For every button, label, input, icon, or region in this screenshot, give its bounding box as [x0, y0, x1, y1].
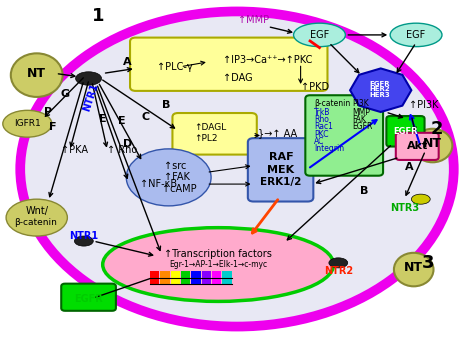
Text: F: F — [48, 122, 56, 132]
Ellipse shape — [411, 194, 430, 204]
Text: PI3K: PI3K — [353, 99, 369, 108]
FancyBboxPatch shape — [305, 95, 383, 176]
Text: Akt: Akt — [407, 141, 428, 151]
Ellipse shape — [6, 199, 67, 236]
Text: FAK: FAK — [353, 115, 366, 124]
FancyBboxPatch shape — [181, 271, 191, 285]
Text: HER2: HER2 — [369, 86, 390, 92]
Text: ↑DAG: ↑DAG — [223, 73, 253, 83]
Text: Rho: Rho — [314, 115, 328, 124]
Text: AC: AC — [314, 137, 324, 146]
Ellipse shape — [413, 129, 452, 162]
Text: C: C — [141, 112, 149, 122]
FancyBboxPatch shape — [173, 113, 257, 154]
Text: NTR2: NTR2 — [324, 266, 353, 276]
Text: NT: NT — [27, 67, 46, 80]
Text: EGFR: EGFR — [369, 80, 390, 87]
Text: 3: 3 — [421, 254, 434, 272]
FancyBboxPatch shape — [171, 271, 180, 285]
Ellipse shape — [329, 258, 348, 268]
Ellipse shape — [103, 228, 334, 301]
Text: ↑FAK: ↑FAK — [164, 172, 190, 183]
Ellipse shape — [11, 53, 63, 97]
Text: Integrin: Integrin — [314, 144, 344, 153]
FancyBboxPatch shape — [150, 271, 159, 285]
Text: NT: NT — [404, 261, 423, 274]
Ellipse shape — [126, 149, 211, 206]
Text: ↑PKD: ↑PKD — [301, 82, 329, 92]
Text: A: A — [405, 162, 413, 172]
FancyBboxPatch shape — [222, 271, 232, 285]
Text: E: E — [118, 116, 125, 126]
Text: EGFR: EGFR — [74, 294, 103, 304]
Text: Wnt/: Wnt/ — [25, 206, 48, 216]
Text: A: A — [123, 57, 132, 67]
Text: NTR1: NTR1 — [82, 81, 100, 112]
Text: ↑PLC-γ: ↑PLC-γ — [157, 62, 192, 72]
Text: HER3: HER3 — [369, 92, 390, 98]
Text: Egr-1→AP-1→Elk-1→c-myc: Egr-1→AP-1→Elk-1→c-myc — [169, 260, 267, 269]
Text: MEK: MEK — [267, 165, 294, 175]
Text: ↑DAGL: ↑DAGL — [195, 123, 227, 131]
Ellipse shape — [3, 110, 52, 137]
Text: TrkB: TrkB — [314, 107, 330, 117]
Text: Rac1: Rac1 — [314, 122, 333, 131]
Text: IGFR1: IGFR1 — [14, 119, 41, 127]
Text: NTR3: NTR3 — [390, 202, 419, 213]
FancyBboxPatch shape — [396, 133, 438, 160]
Ellipse shape — [76, 72, 101, 85]
Text: ↑PI3K: ↑PI3K — [409, 100, 438, 110]
Text: ERK1/2: ERK1/2 — [260, 177, 301, 187]
FancyBboxPatch shape — [212, 271, 221, 285]
Text: ↑MMP: ↑MMP — [238, 15, 269, 25]
Text: NT: NT — [423, 137, 442, 150]
Text: B: B — [360, 186, 368, 196]
Text: ↑IP3→Ca⁺⁺→↑PKC: ↑IP3→Ca⁺⁺→↑PKC — [223, 55, 312, 65]
Text: PKC: PKC — [314, 130, 328, 139]
Text: EGFR: EGFR — [353, 122, 373, 131]
Text: }→↑ AA: }→↑ AA — [258, 128, 297, 138]
Text: ↑PKA: ↑PKA — [61, 145, 88, 154]
Text: β-catenin: β-catenin — [14, 218, 57, 227]
FancyBboxPatch shape — [130, 38, 328, 91]
FancyBboxPatch shape — [201, 271, 211, 285]
Text: NTR1: NTR1 — [69, 231, 99, 241]
Text: ↑PL2: ↑PL2 — [195, 134, 218, 143]
Text: ↑Transcription factors: ↑Transcription factors — [164, 249, 272, 260]
Text: D: D — [123, 139, 132, 149]
FancyBboxPatch shape — [160, 271, 170, 285]
Text: β-catenin: β-catenin — [314, 99, 350, 108]
Ellipse shape — [74, 236, 93, 246]
Text: ↑cAMP: ↑cAMP — [162, 184, 196, 194]
Text: 2: 2 — [431, 120, 444, 138]
FancyBboxPatch shape — [61, 284, 116, 311]
Text: B: B — [162, 100, 171, 110]
Ellipse shape — [293, 23, 346, 47]
Text: EGF: EGF — [406, 30, 426, 40]
FancyBboxPatch shape — [248, 138, 313, 201]
FancyBboxPatch shape — [191, 271, 201, 285]
FancyBboxPatch shape — [386, 116, 425, 147]
Text: ↑NF-κB: ↑NF-κB — [140, 179, 178, 189]
Text: G: G — [61, 89, 70, 99]
Ellipse shape — [20, 11, 454, 327]
Text: EGF: EGF — [310, 30, 329, 40]
Text: ↑ Rho: ↑ Rho — [108, 145, 137, 155]
Text: MMP: MMP — [353, 107, 370, 117]
Ellipse shape — [394, 253, 434, 286]
Text: ↑src: ↑src — [164, 161, 186, 171]
Ellipse shape — [390, 23, 442, 47]
Text: P: P — [44, 107, 52, 117]
Text: 1: 1 — [92, 7, 104, 25]
Text: E: E — [99, 114, 107, 124]
Text: EGFR: EGFR — [393, 127, 418, 136]
Text: RAF: RAF — [268, 152, 293, 162]
